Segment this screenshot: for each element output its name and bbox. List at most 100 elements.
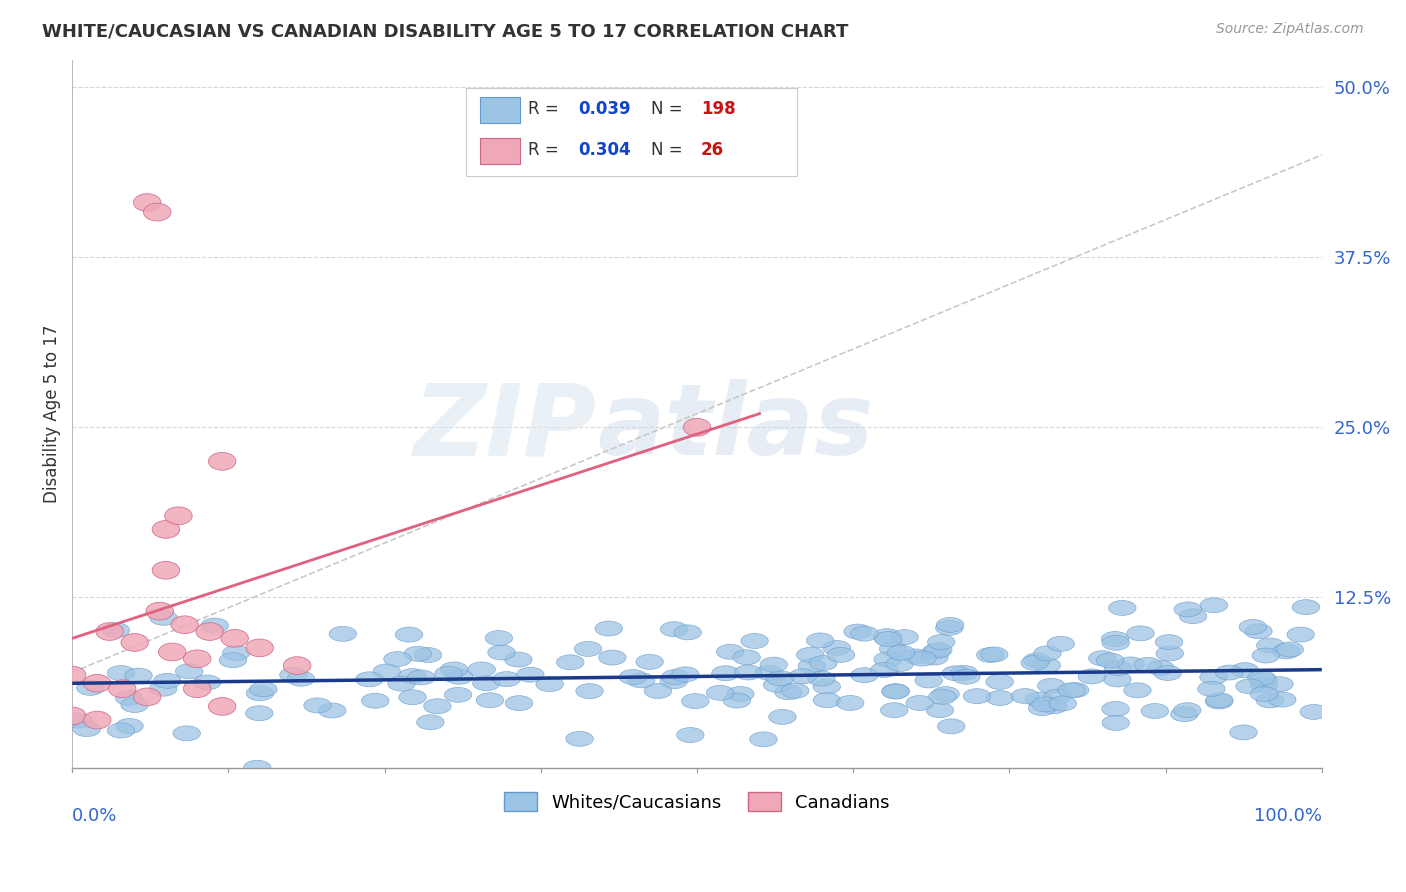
Ellipse shape: [963, 689, 991, 704]
Ellipse shape: [115, 690, 143, 706]
Ellipse shape: [1180, 608, 1206, 624]
Ellipse shape: [1135, 657, 1161, 673]
Ellipse shape: [121, 698, 149, 713]
Ellipse shape: [1156, 646, 1184, 661]
Ellipse shape: [574, 641, 602, 657]
Ellipse shape: [810, 656, 837, 671]
Ellipse shape: [1097, 653, 1123, 668]
Ellipse shape: [922, 644, 950, 659]
Ellipse shape: [711, 665, 740, 681]
Ellipse shape: [1215, 665, 1243, 680]
Ellipse shape: [1257, 638, 1284, 653]
Ellipse shape: [875, 652, 901, 667]
Legend: Whites/Caucasians, Canadians: Whites/Caucasians, Canadians: [496, 785, 897, 819]
Ellipse shape: [870, 663, 898, 677]
Ellipse shape: [107, 723, 135, 738]
Ellipse shape: [415, 648, 441, 663]
Ellipse shape: [83, 711, 111, 729]
Ellipse shape: [887, 645, 915, 660]
Ellipse shape: [1101, 632, 1129, 647]
Text: 100.0%: 100.0%: [1254, 806, 1322, 824]
Ellipse shape: [516, 667, 544, 682]
Text: 0.304: 0.304: [578, 141, 631, 160]
Ellipse shape: [1102, 635, 1129, 650]
Ellipse shape: [1244, 624, 1272, 639]
Ellipse shape: [882, 683, 910, 698]
Ellipse shape: [1033, 658, 1060, 673]
Ellipse shape: [1123, 683, 1152, 698]
Ellipse shape: [395, 627, 423, 642]
Ellipse shape: [1230, 725, 1257, 740]
Ellipse shape: [799, 658, 825, 673]
Ellipse shape: [980, 647, 1008, 662]
Ellipse shape: [1043, 690, 1071, 705]
Ellipse shape: [661, 670, 689, 684]
Ellipse shape: [1021, 656, 1049, 670]
Ellipse shape: [388, 676, 415, 691]
Ellipse shape: [1039, 698, 1067, 714]
Ellipse shape: [361, 693, 389, 708]
Ellipse shape: [194, 675, 221, 690]
Ellipse shape: [287, 671, 315, 686]
Ellipse shape: [627, 673, 655, 688]
Ellipse shape: [1174, 703, 1201, 718]
Ellipse shape: [83, 674, 111, 692]
FancyBboxPatch shape: [479, 138, 520, 164]
Ellipse shape: [173, 726, 201, 741]
Ellipse shape: [733, 649, 761, 665]
Ellipse shape: [1247, 670, 1275, 685]
Ellipse shape: [727, 687, 754, 701]
Ellipse shape: [1142, 704, 1168, 719]
Ellipse shape: [329, 626, 357, 641]
Ellipse shape: [837, 696, 863, 710]
Ellipse shape: [557, 655, 583, 670]
Ellipse shape: [280, 667, 307, 682]
Ellipse shape: [1062, 682, 1088, 698]
Ellipse shape: [1199, 670, 1227, 684]
Ellipse shape: [928, 690, 956, 705]
Ellipse shape: [176, 664, 202, 679]
Ellipse shape: [1104, 660, 1132, 675]
Ellipse shape: [986, 674, 1014, 690]
Ellipse shape: [440, 662, 468, 677]
Ellipse shape: [77, 681, 104, 696]
Ellipse shape: [1250, 687, 1278, 701]
Ellipse shape: [399, 669, 426, 683]
Ellipse shape: [250, 681, 277, 697]
Ellipse shape: [195, 623, 224, 640]
Ellipse shape: [1256, 693, 1284, 708]
Ellipse shape: [134, 194, 160, 211]
Ellipse shape: [1286, 627, 1315, 642]
Ellipse shape: [683, 418, 711, 436]
Text: 26: 26: [700, 141, 724, 160]
Ellipse shape: [134, 688, 160, 706]
Ellipse shape: [925, 642, 952, 657]
Ellipse shape: [953, 669, 980, 684]
Ellipse shape: [807, 633, 834, 648]
Ellipse shape: [384, 651, 412, 666]
Ellipse shape: [125, 668, 152, 683]
Ellipse shape: [219, 653, 246, 668]
Ellipse shape: [1301, 705, 1327, 720]
Ellipse shape: [488, 645, 515, 660]
Ellipse shape: [1032, 697, 1059, 712]
Ellipse shape: [96, 623, 124, 640]
Ellipse shape: [734, 665, 762, 680]
Ellipse shape: [1011, 689, 1039, 704]
Ellipse shape: [373, 664, 401, 679]
Ellipse shape: [927, 703, 953, 718]
Ellipse shape: [749, 731, 778, 747]
Text: 198: 198: [700, 100, 735, 118]
Ellipse shape: [905, 696, 934, 710]
Ellipse shape: [477, 693, 503, 707]
Ellipse shape: [644, 683, 672, 698]
Ellipse shape: [485, 631, 513, 646]
Ellipse shape: [246, 686, 274, 701]
Ellipse shape: [208, 698, 236, 715]
Ellipse shape: [766, 671, 794, 686]
Text: atlas: atlas: [598, 379, 873, 476]
FancyBboxPatch shape: [465, 88, 797, 177]
Ellipse shape: [319, 703, 346, 718]
Ellipse shape: [823, 640, 851, 656]
Ellipse shape: [1102, 701, 1129, 716]
